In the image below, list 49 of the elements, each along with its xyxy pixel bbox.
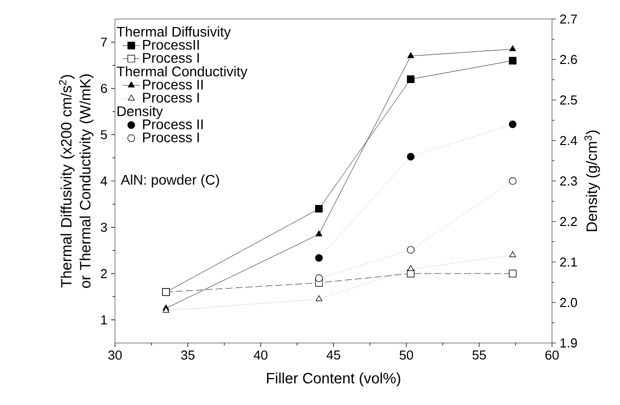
- y-tick-label: 4: [100, 176, 108, 186]
- y-tick-label: 1: [101, 315, 107, 324]
- y2-tick-label: 2.4: [560, 136, 578, 146]
- y2-tick-label: 2.7: [560, 14, 577, 24]
- x-axis-title: Filler Content (vol%): [267, 372, 400, 386]
- legend-label: ProcessII: [143, 40, 199, 50]
- point: [509, 45, 516, 52]
- point: [162, 306, 170, 313]
- legend-label: Process I: [143, 53, 199, 63]
- legend-label: Process I: [143, 92, 199, 103]
- point: [316, 230, 322, 236]
- x-tick-label: 35: [181, 350, 194, 360]
- x-tick-label: 60: [545, 350, 559, 360]
- legend-label: Process I: [143, 132, 199, 142]
- x-tick-label: 50: [400, 350, 414, 360]
- y-tick-label: 5: [100, 130, 107, 140]
- legend-label: Process II: [143, 120, 203, 130]
- point: [406, 152, 414, 160]
- x-tick-label: 55: [472, 350, 486, 360]
- point: [509, 251, 516, 258]
- legend-label: Process II: [143, 80, 203, 90]
- point: [508, 120, 516, 128]
- y2-tick-label: 2.0: [560, 298, 578, 308]
- y-tick-label: 7: [100, 38, 107, 47]
- y2-tick-label: 2.3: [560, 176, 577, 186]
- y-tick-label: 3: [100, 222, 107, 232]
- annotation: AlN: powder (C): [120, 174, 220, 188]
- y2-tick-label: 2.1: [560, 257, 577, 267]
- annotation: Thermal Diffusivity: [116, 26, 231, 40]
- point: [406, 75, 414, 83]
- y-tick-label: 2: [100, 269, 107, 278]
- x-tick-label: 40: [254, 350, 268, 360]
- y-tick-label: 6: [100, 84, 107, 94]
- annotation: Density: [118, 106, 163, 119]
- point: [316, 295, 322, 302]
- y2-tick-label: 1.9: [560, 338, 577, 348]
- y2-tick-label: 2.2: [560, 216, 577, 226]
- point: [407, 52, 414, 58]
- y2-tick-label: 2.5: [560, 95, 577, 105]
- annotation: Thermal Conductivity: [116, 66, 248, 80]
- y-axis-title: Thermal Diffusivity (x200 cm/s$^{2}$) or Thermal Conductivity (W/mK): [58, 74, 94, 288]
- x-tick-label: 45: [326, 350, 340, 360]
- x-tick-label: 30: [108, 350, 122, 360]
- point: [315, 254, 323, 262]
- y2-tick-label: 2.6: [560, 54, 577, 64]
- point: [508, 56, 516, 64]
- y2-axis-title: Density (g/cm$^{3}$): [584, 130, 600, 232]
- point: [407, 265, 414, 271]
- point: [315, 204, 323, 213]
